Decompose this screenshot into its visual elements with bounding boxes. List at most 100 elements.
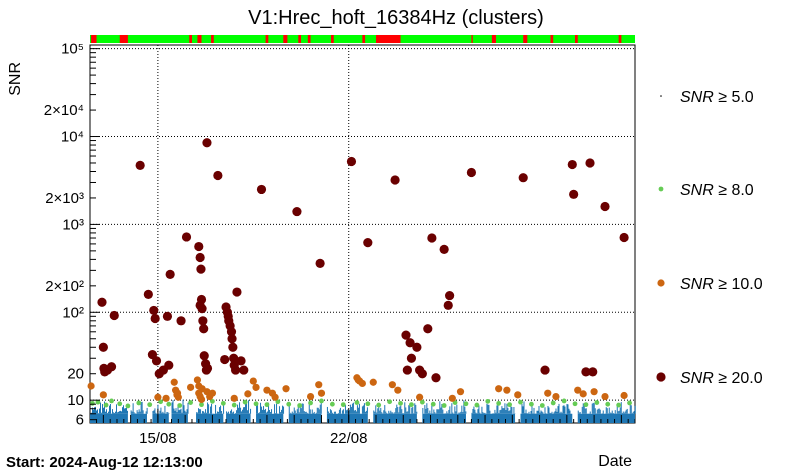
snr5-spike xyxy=(259,412,261,414)
snr5-spike xyxy=(281,409,283,414)
point-snr-1-29 xyxy=(387,399,393,405)
snr5-spike xyxy=(482,412,484,414)
start-time-label: Start: 2024-Aug-12 12:13:00 xyxy=(6,454,203,471)
point-snr-3-54 xyxy=(390,175,400,185)
point-snr-2-40 xyxy=(495,385,503,393)
snr5-spike xyxy=(101,412,102,414)
snr5-spike xyxy=(261,406,263,414)
snr5-spike xyxy=(316,407,318,414)
snr5-spike xyxy=(568,408,570,414)
snr5-spike xyxy=(93,409,94,414)
point-snr-2-41 xyxy=(503,386,511,394)
point-snr-3-66 xyxy=(443,300,453,310)
point-snr-2-37 xyxy=(416,393,424,401)
snr5-spike xyxy=(125,408,126,414)
snr5-spike xyxy=(422,408,424,414)
snr5-band-12 xyxy=(520,413,573,423)
legend-label-1: SNR ≥ 8.0 xyxy=(680,182,754,199)
snr5-spike xyxy=(400,405,402,414)
snr5-spike xyxy=(243,407,245,414)
snr5-spike xyxy=(506,403,508,414)
snr5-spike xyxy=(361,406,363,414)
snr5-spike xyxy=(182,399,184,414)
snr5-spike xyxy=(326,406,328,414)
snr5-spike xyxy=(447,413,449,414)
point-snr-3-64 xyxy=(431,373,441,383)
snr5-spike xyxy=(394,412,396,414)
snr5-spike xyxy=(237,404,239,414)
snr5-spike xyxy=(521,404,523,414)
snr5-spike xyxy=(122,407,123,414)
point-snr-1-49 xyxy=(605,401,611,407)
snr5-spike xyxy=(429,410,431,414)
snr5-spike xyxy=(168,413,170,414)
snr5-spike xyxy=(425,408,427,414)
snr5-spike xyxy=(495,412,497,414)
snr5-spike xyxy=(581,406,583,414)
point-snr-1-16 xyxy=(242,399,248,405)
snr5-spike xyxy=(524,413,526,414)
snr5-spike xyxy=(327,411,329,414)
snr5-spike xyxy=(550,413,552,414)
snr5-spike xyxy=(338,409,340,414)
point-snr-1-4 xyxy=(117,401,123,407)
point-snr-3-26 xyxy=(198,316,208,326)
snr5-spike xyxy=(442,409,444,414)
snr5-spike xyxy=(204,412,206,414)
snr5-spike xyxy=(500,409,502,414)
snr5-spike xyxy=(104,401,105,414)
snr5-spike xyxy=(342,409,344,414)
point-snr-1-24 xyxy=(329,401,335,407)
snr5-spike xyxy=(177,406,179,414)
snr5-spike xyxy=(154,408,156,414)
snr5-spike xyxy=(257,402,259,414)
snr5-spike xyxy=(236,410,238,414)
legend-marker-0 xyxy=(660,95,662,97)
snr5-spike xyxy=(549,412,551,414)
snr5-spike xyxy=(352,402,354,414)
point-snr-3-48 xyxy=(239,365,249,375)
snr5-spike xyxy=(610,412,612,414)
y-tick-label-3: 10² xyxy=(62,304,84,321)
snr5-spike xyxy=(303,411,305,414)
point-snr-3-63 xyxy=(427,233,437,243)
snr5-spike xyxy=(107,413,108,414)
snr5-spike xyxy=(138,409,140,414)
snr5-spike xyxy=(232,412,234,414)
point-snr-2-2 xyxy=(154,393,162,401)
point-snr-3-70 xyxy=(540,365,550,375)
point-snr-2-33 xyxy=(358,379,366,388)
snr5-spike xyxy=(108,411,109,414)
point-snr-2-26 xyxy=(282,385,290,393)
snr5-spike xyxy=(208,404,210,414)
snr5-spike xyxy=(153,410,155,414)
snr5-spike xyxy=(353,410,355,414)
snr5-spike xyxy=(348,410,350,414)
snr5-spike xyxy=(496,405,498,414)
snr5-spike xyxy=(239,402,241,414)
snr5-spike xyxy=(320,402,322,414)
snr5-spike xyxy=(591,403,593,414)
snr5-spike xyxy=(497,404,499,414)
snr5-spike xyxy=(350,406,352,414)
snr5-spike xyxy=(531,403,533,414)
snr5-spike xyxy=(465,411,467,414)
snr5-spike xyxy=(230,410,232,414)
snr5-spike xyxy=(451,403,453,414)
snr5-spike xyxy=(439,401,441,414)
snr5-spike xyxy=(119,411,120,414)
snr5-spike xyxy=(502,408,504,414)
snr5-spike xyxy=(92,407,93,414)
point-snr-3-62 xyxy=(423,324,433,334)
snr5-spike xyxy=(309,409,311,414)
segment-bad-17 xyxy=(618,35,622,43)
point-snr-1-2 xyxy=(103,402,109,408)
snr5-spike xyxy=(374,411,376,414)
snr5-spike xyxy=(618,410,620,414)
point-snr-3-31 xyxy=(202,138,212,148)
snr5-spike xyxy=(102,404,103,414)
point-snr-2-34 xyxy=(369,378,377,386)
snr5-spike xyxy=(317,407,319,414)
snr5-spike xyxy=(634,405,636,414)
point-snr-3-5 xyxy=(106,362,117,372)
